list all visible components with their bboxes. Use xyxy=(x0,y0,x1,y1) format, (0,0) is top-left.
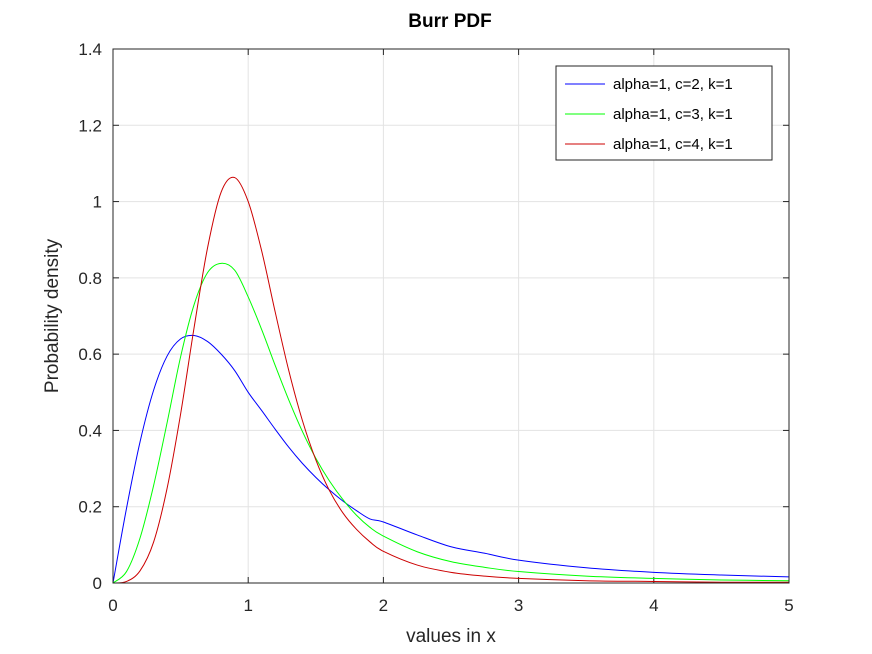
x-tick-label: 3 xyxy=(514,596,523,615)
series-line-3 xyxy=(112,176,790,584)
x-tick-label: 5 xyxy=(784,596,793,615)
legend-label-3: alpha=1, c=4, k=1 xyxy=(613,136,733,153)
y-tick-label: 0.6 xyxy=(78,345,102,364)
y-tick-label: 0 xyxy=(93,574,102,593)
series-lines xyxy=(112,176,790,584)
x-axis-ticks: 0 1 2 3 4 5 xyxy=(108,49,794,615)
x-tick-label: 1 xyxy=(243,596,252,615)
y-axis-ticks: 0 0.2 0.4 0.6 0.8 1 1.2 1.4 xyxy=(78,40,789,593)
y-tick-label: 1.2 xyxy=(78,116,102,135)
chart-title: Burr PDF xyxy=(408,11,491,32)
y-tick-label: 1 xyxy=(93,193,102,212)
series-line-2 xyxy=(112,262,790,584)
x-tick-label: 2 xyxy=(379,596,388,615)
x-tick-label: 0 xyxy=(108,596,117,615)
y-axis-label: Probability density xyxy=(42,238,63,393)
legend-label-1: alpha=1, c=2, k=1 xyxy=(613,76,733,93)
y-tick-label: 0.4 xyxy=(78,421,102,440)
y-tick-label: 0.8 xyxy=(78,269,102,288)
y-tick-label: 1.4 xyxy=(78,40,102,59)
legend: alpha=1, c=2, k=1 alpha=1, c=3, k=1 alpha=… xyxy=(555,65,773,161)
plot-area-border xyxy=(112,48,790,584)
series-line-1 xyxy=(112,334,790,584)
x-axis-label: values in x xyxy=(406,626,496,647)
y-tick-label: 0.2 xyxy=(78,498,102,517)
legend-label-2: alpha=1, c=3, k=1 xyxy=(613,106,733,123)
x-tick-label: 4 xyxy=(649,596,658,615)
